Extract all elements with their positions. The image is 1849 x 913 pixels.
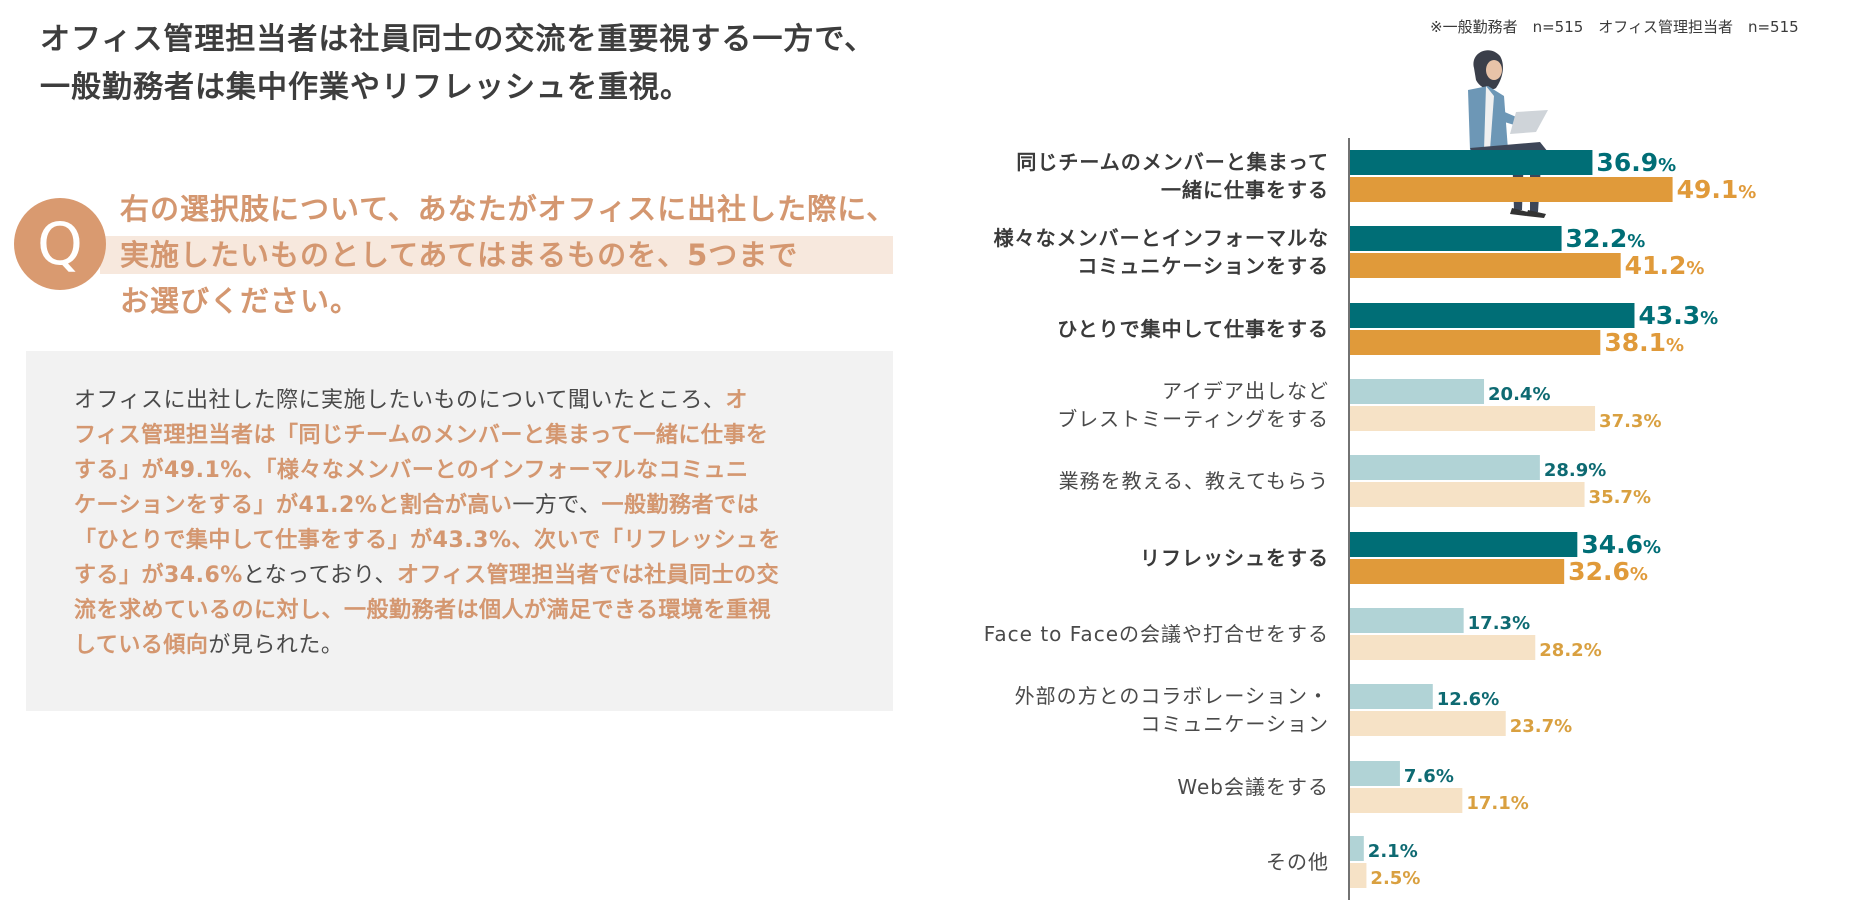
value-label-general-3: 20.4% bbox=[1488, 384, 1550, 405]
question-highlight-band bbox=[100, 236, 893, 274]
category-label-8-line-1: Web会議をする bbox=[1177, 775, 1329, 799]
headline-line-2: 一般勤務者は集中作業やリフレッシュを重視。 bbox=[40, 70, 691, 105]
summary-l2: フィス管理担当者は「同じチームのメンバーと集まって一緒に仕事を bbox=[74, 423, 769, 448]
headline: オフィス管理担当者は社員同士の交流を重要視する一方で、 一般勤務者は集中作業やリ… bbox=[40, 16, 940, 112]
bar-admin-7 bbox=[1350, 711, 1506, 736]
summary-l3: する」が49.1%、「様々なメンバーとのインフォーマルなコミュニ bbox=[74, 458, 749, 483]
bar-general-0 bbox=[1350, 150, 1593, 175]
category-label-3-line-1: アイデア出しなど bbox=[1162, 379, 1329, 403]
bar-general-7 bbox=[1350, 684, 1433, 709]
summary-l1a: オフィスに出社した際に実施したいものについて聞いたところ、 bbox=[74, 388, 726, 413]
category-label-2: ひとりで集中して仕事をする bbox=[1057, 315, 1329, 343]
summary-l6a: する」が34.6% bbox=[74, 563, 243, 588]
category-label-9-line-1: その他 bbox=[1266, 850, 1329, 874]
summary-l5: 「ひとりで集中して仕事をする」が43.3%、次いで「リフレッシュを bbox=[74, 528, 781, 553]
summary-l8b: が見られた。 bbox=[208, 633, 344, 658]
category-label-7: 外部の方とのコラボレーション・コミュニケーション bbox=[1015, 682, 1329, 738]
value-label-admin-0: 49.1% bbox=[1677, 175, 1757, 204]
category-label-6: Face to Faceの会議や打合せをする bbox=[984, 620, 1329, 648]
value-label-admin-5: 32.6% bbox=[1568, 557, 1648, 586]
value-label-admin-4: 35.7% bbox=[1589, 487, 1651, 508]
summary-l6b: となっており、 bbox=[242, 563, 398, 588]
value-label-general-0: 36.9% bbox=[1596, 148, 1676, 177]
bar-general-5 bbox=[1350, 532, 1578, 557]
bar-general-6 bbox=[1350, 608, 1464, 633]
bar-admin-5 bbox=[1350, 559, 1565, 584]
question-badge: Q bbox=[14, 198, 106, 290]
summary-l1b: オ bbox=[725, 388, 748, 413]
category-label-3-line-2: ブレストミーティングをする bbox=[1057, 407, 1329, 431]
value-label-general-5: 34.6% bbox=[1581, 530, 1661, 559]
value-label-general-2: 43.3% bbox=[1638, 301, 1718, 330]
bar-admin-1 bbox=[1350, 253, 1621, 278]
summary-l4b: 一方で、 bbox=[512, 493, 602, 518]
bar-admin-3 bbox=[1350, 406, 1596, 431]
bar-general-4 bbox=[1350, 455, 1540, 480]
headline-line-1: オフィス管理担当者は社員同士の交流を重要視する一方で、 bbox=[40, 22, 876, 57]
category-label-4-line-1: 業務を教える、教えてもらう bbox=[1058, 469, 1329, 493]
category-label-5: リフレッシュをする bbox=[1140, 544, 1329, 572]
category-label-1: 様々なメンバーとインフォーマルなコミュニケーションをする bbox=[994, 224, 1329, 280]
category-label-5-line-1: リフレッシュをする bbox=[1140, 546, 1329, 570]
category-label-1-line-1: 様々なメンバーとインフォーマルな bbox=[993, 226, 1329, 250]
category-label-7-line-1: 外部の方とのコラボレーション・ bbox=[1014, 684, 1329, 708]
bar-general-2 bbox=[1350, 303, 1635, 328]
category-label-8: Web会議をする bbox=[1177, 773, 1329, 801]
summary-l7: 流を求めているのに対し、一般勤務者は個人が満足できる環境を重視 bbox=[74, 598, 772, 623]
bar-general-1 bbox=[1350, 226, 1562, 251]
summary-l4a: ケーションをする」が41.2%と割合が高い bbox=[74, 493, 513, 518]
category-label-0-line-2: 一緒に仕事をする bbox=[1161, 178, 1329, 202]
value-label-admin-1: 41.2% bbox=[1625, 251, 1705, 280]
bar-admin-9 bbox=[1350, 863, 1367, 888]
question-line-1: 右の選択肢について、あなたがオフィスに出社した際に、 bbox=[120, 192, 897, 226]
bar-admin-2 bbox=[1350, 330, 1601, 355]
value-label-general-4: 28.9% bbox=[1544, 460, 1606, 481]
value-label-general-9: 2.1% bbox=[1368, 841, 1418, 862]
bar-admin-6 bbox=[1350, 635, 1536, 660]
category-label-6-line-1: Face to Faceの会議や打合せをする bbox=[983, 622, 1329, 646]
summary-text: オフィスに出社した際に実施したいものについて聞いたところ、オ フィス管理担当者は… bbox=[74, 383, 844, 663]
summary-l4c: 一般勤務者では bbox=[601, 493, 760, 518]
bar-admin-8 bbox=[1350, 788, 1463, 813]
question-line-2: 実施したいものとしてあてはまるものを、5つまで bbox=[120, 238, 799, 272]
category-label-7-line-2: コミュニケーション bbox=[1140, 712, 1329, 736]
value-label-admin-2: 38.1% bbox=[1604, 328, 1684, 357]
summary-box bbox=[26, 351, 893, 711]
category-label-0-line-1: 同じチームのメンバーと集まって bbox=[1016, 150, 1329, 174]
value-label-admin-7: 23.7% bbox=[1510, 716, 1572, 737]
question-text: 右の選択肢について、あなたがオフィスに出社した際に、 実施したいものとしてあては… bbox=[120, 186, 960, 324]
bar-general-3 bbox=[1350, 379, 1485, 404]
question-line-3: お選びください。 bbox=[120, 284, 361, 318]
category-label-9: その他 bbox=[1266, 848, 1329, 876]
bar-admin-0 bbox=[1350, 177, 1673, 202]
category-label-3: アイデア出しなどブレストミーティングをする bbox=[1057, 377, 1329, 433]
value-label-admin-9: 2.5% bbox=[1370, 868, 1420, 889]
bar-admin-4 bbox=[1350, 482, 1585, 507]
summary-l8a: している傾向 bbox=[74, 633, 209, 658]
value-label-admin-6: 28.2% bbox=[1539, 640, 1601, 661]
value-label-general-8: 7.6% bbox=[1404, 766, 1454, 787]
value-label-admin-8: 17.1% bbox=[1466, 793, 1528, 814]
bar-general-8 bbox=[1350, 761, 1400, 786]
value-label-general-6: 17.3% bbox=[1468, 613, 1530, 634]
category-label-2-line-1: ひとりで集中して仕事をする bbox=[1057, 317, 1329, 341]
sample-size-note: ※一般勤務者 n=515 オフィス管理担当者 n=515 bbox=[1430, 18, 1799, 36]
value-label-general-1: 32.2% bbox=[1566, 224, 1646, 253]
category-label-0: 同じチームのメンバーと集まって一緒に仕事をする bbox=[1016, 148, 1329, 204]
category-label-4: 業務を教える、教えてもらう bbox=[1059, 467, 1329, 495]
value-label-admin-3: 37.3% bbox=[1599, 411, 1661, 432]
bar-general-9 bbox=[1350, 836, 1364, 861]
value-label-general-7: 12.6% bbox=[1437, 689, 1499, 710]
summary-l6c: オフィス管理担当者では社員同士の交 bbox=[397, 563, 780, 588]
category-label-1-line-2: コミュニケーションをする bbox=[1077, 254, 1329, 278]
